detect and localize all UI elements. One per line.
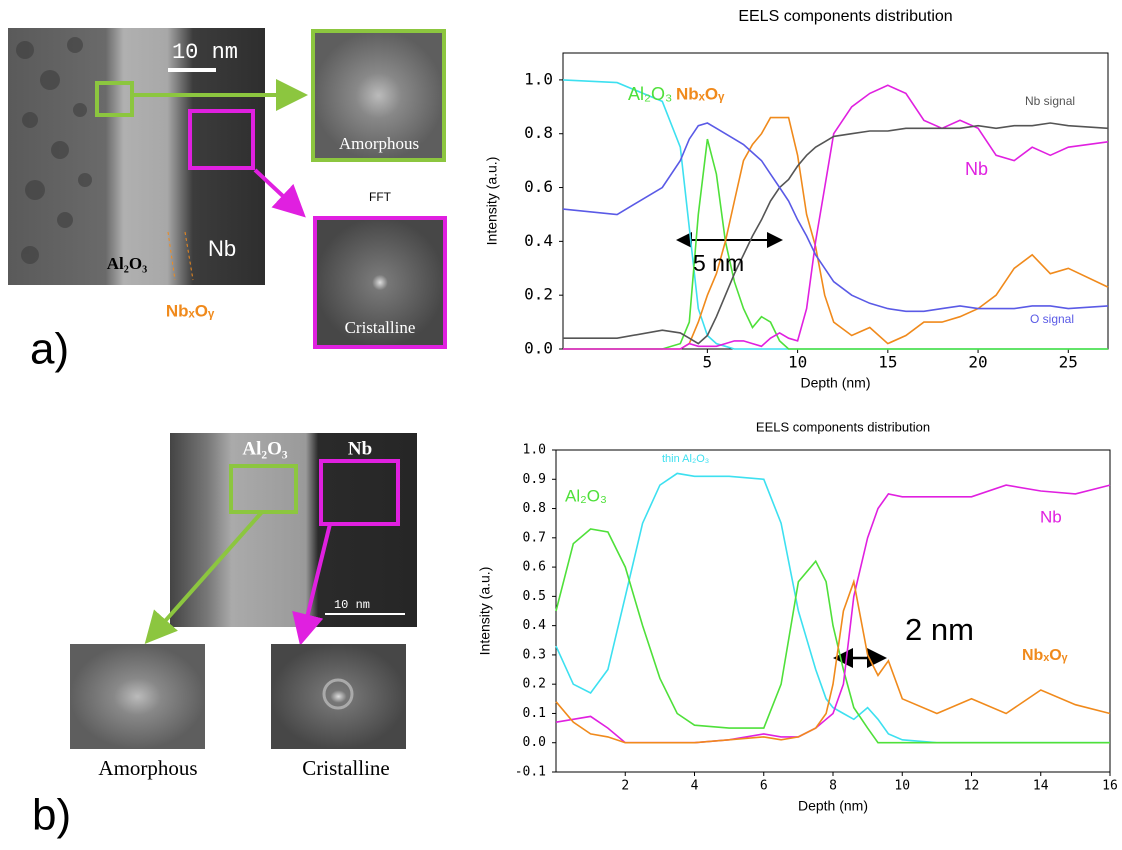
x-axis-label: Depth (nm) bbox=[798, 798, 868, 814]
y-tick-label: 0.7 bbox=[523, 530, 546, 545]
panel-label: b) bbox=[32, 791, 71, 840]
diffraction-ring bbox=[322, 678, 354, 710]
x-tick-label: 25 bbox=[1059, 353, 1078, 372]
series-label: Al₂O₃ bbox=[628, 84, 672, 104]
fft-label: FFT bbox=[369, 190, 392, 204]
series-label: thin Al₂O₃ bbox=[662, 453, 709, 465]
y-tick-label: 0.6 bbox=[524, 177, 553, 196]
x-tick-label: 15 bbox=[878, 353, 897, 372]
layer-label: Nb bbox=[208, 236, 236, 261]
y-tick-label: 0.8 bbox=[524, 123, 553, 142]
y-axis-label: Intensity (a.u.) bbox=[484, 157, 500, 246]
inset bbox=[271, 644, 406, 749]
region-box bbox=[95, 81, 134, 117]
x-tick-label: 5 bbox=[703, 353, 713, 372]
x-tick-label: 14 bbox=[1033, 779, 1049, 794]
x-tick-label: 4 bbox=[691, 779, 699, 794]
x-tick-label: 16 bbox=[1102, 779, 1118, 794]
region-box bbox=[319, 459, 400, 526]
layer-label: Al₂O₃ bbox=[242, 438, 287, 459]
inset-label: Amorphous bbox=[98, 756, 197, 780]
y-tick-label: -0.1 bbox=[515, 765, 546, 780]
series-line bbox=[555, 578, 1111, 744]
y-tick-label: 1.0 bbox=[523, 443, 546, 458]
y-tick-label: 0.2 bbox=[524, 285, 553, 304]
inset-label: Amorphous bbox=[339, 134, 419, 153]
series-line bbox=[555, 528, 1110, 744]
inset bbox=[70, 644, 205, 749]
series-line bbox=[563, 116, 1109, 350]
annotation: 5 nm bbox=[693, 250, 744, 276]
y-tick-label: 0.6 bbox=[523, 560, 546, 575]
y-tick-label: 0.9 bbox=[523, 472, 546, 487]
arrow bbox=[253, 168, 306, 218]
inset-label: Cristalline bbox=[302, 756, 390, 780]
region-box bbox=[229, 464, 298, 514]
y-tick-label: 0.0 bbox=[524, 339, 553, 358]
x-tick-label: 12 bbox=[964, 779, 980, 794]
y-tick-label: 0.0 bbox=[523, 735, 546, 750]
series-label: Nb bbox=[965, 159, 988, 179]
x-tick-label: 2 bbox=[621, 779, 629, 794]
panel-label: a) bbox=[30, 325, 69, 374]
scale-label: 10 nm bbox=[334, 598, 370, 612]
chart-title: EELS components distribution bbox=[756, 419, 930, 434]
layer-label: Nb bbox=[348, 438, 372, 459]
x-tick-label: 10 bbox=[788, 353, 807, 372]
y-tick-label: 0.4 bbox=[523, 618, 547, 633]
y-tick-label: 1.0 bbox=[524, 69, 553, 88]
inset bbox=[313, 216, 447, 349]
chart-title: EELS components distribution bbox=[738, 8, 952, 25]
series-label: O signal bbox=[1030, 312, 1074, 326]
scale-label: 10 nm bbox=[172, 40, 238, 65]
layer-label: NbₓOᵧ bbox=[166, 301, 215, 320]
series-label: Nb signal bbox=[1025, 94, 1075, 108]
y-tick-label: 0.1 bbox=[523, 706, 546, 721]
x-tick-label: 20 bbox=[968, 353, 987, 372]
texture bbox=[16, 37, 92, 264]
x-tick-label: 6 bbox=[760, 779, 768, 794]
x-tick-label: 8 bbox=[829, 779, 837, 794]
y-tick-label: 0.5 bbox=[523, 589, 546, 604]
x-axis-label: Depth (nm) bbox=[800, 375, 870, 391]
series-label: NbₓOᵧ bbox=[1022, 647, 1068, 664]
series-line bbox=[563, 84, 1109, 350]
series-label: Nb bbox=[1040, 507, 1062, 526]
arrow bbox=[292, 523, 332, 646]
inset bbox=[311, 29, 446, 162]
y-tick-label: 0.8 bbox=[523, 501, 546, 516]
y-tick-label: 0.2 bbox=[523, 677, 546, 692]
y-axis-label: Intensity (a.u.) bbox=[477, 567, 493, 656]
x-tick-label: 10 bbox=[894, 779, 910, 794]
region-box bbox=[188, 109, 255, 170]
arrow bbox=[144, 510, 264, 644]
series-line bbox=[555, 472, 1110, 744]
series-line bbox=[563, 122, 1109, 345]
series-line bbox=[562, 79, 1108, 350]
series-line bbox=[563, 138, 1108, 350]
series-label: Al₂O₃ bbox=[565, 486, 607, 505]
y-tick-label: 0.3 bbox=[523, 647, 546, 662]
interface bbox=[167, 231, 176, 281]
series-line bbox=[562, 122, 1109, 313]
layer-label: Al₂O₃ bbox=[107, 254, 147, 273]
y-tick-label: 0.4 bbox=[524, 231, 553, 250]
inset-label: Cristalline bbox=[345, 318, 416, 337]
interface bbox=[184, 231, 194, 281]
annotation: 2 nm bbox=[905, 612, 974, 647]
series-label: NbₓOᵧ bbox=[676, 84, 725, 103]
